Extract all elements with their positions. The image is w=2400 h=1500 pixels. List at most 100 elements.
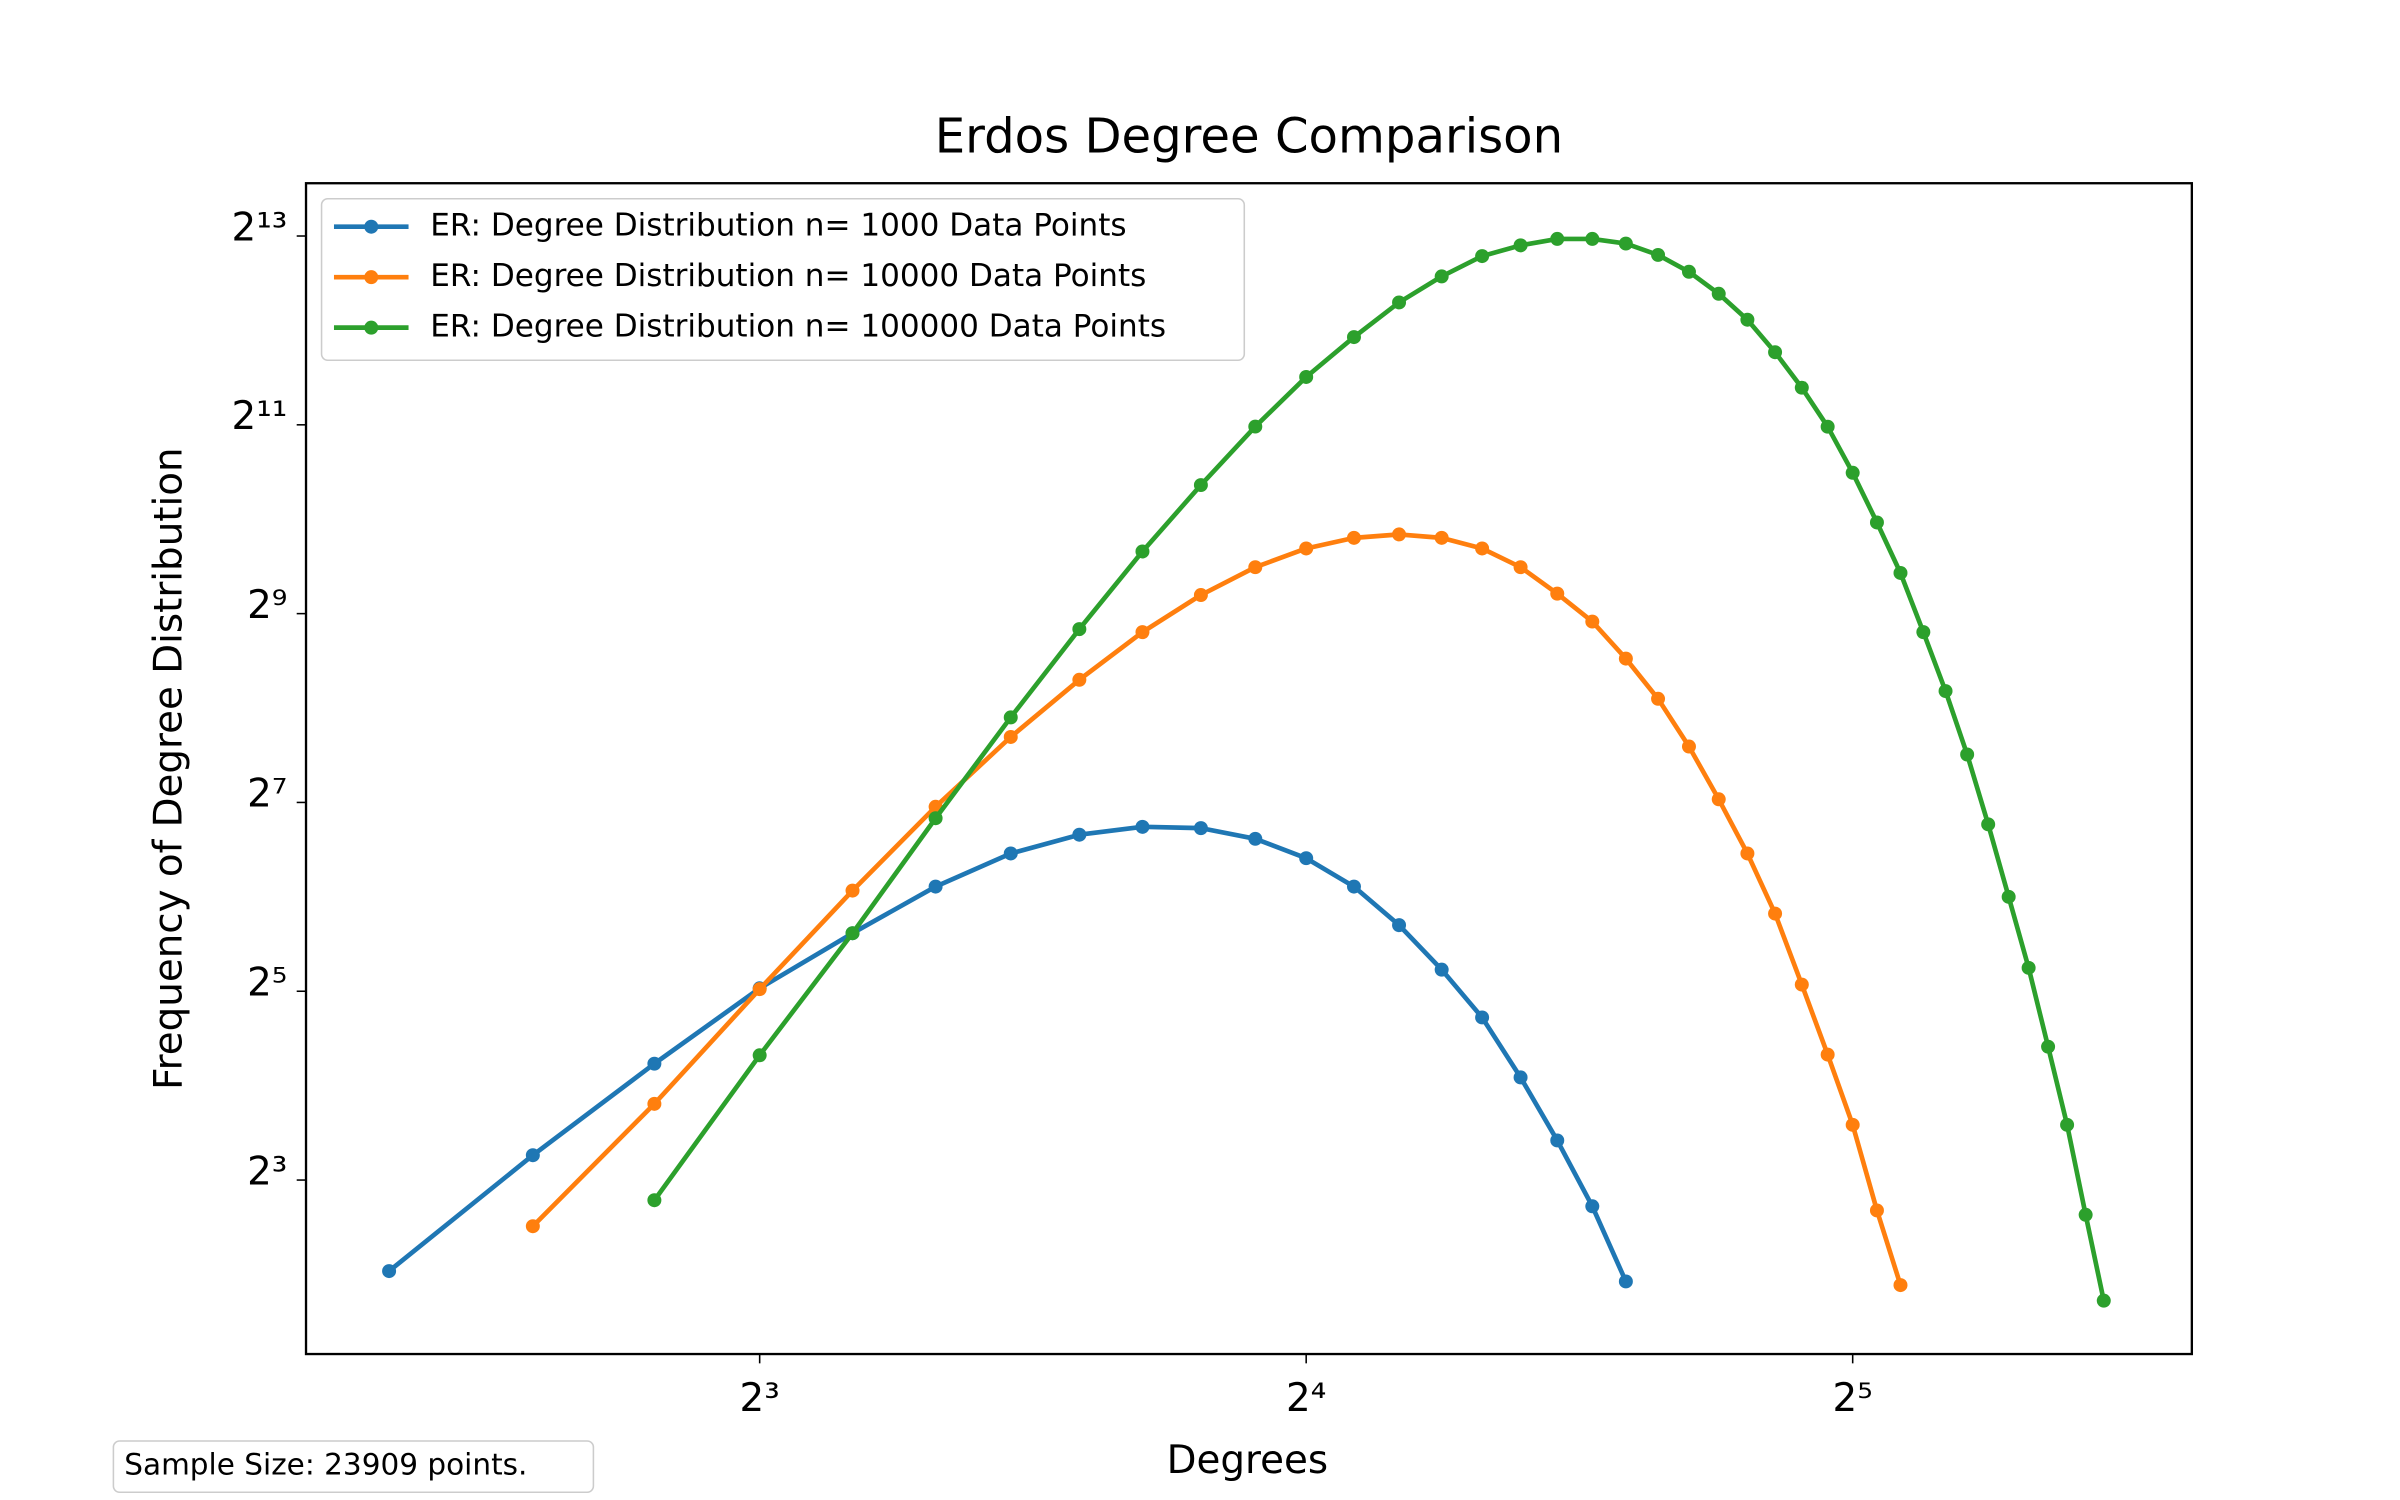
data-point (1193, 821, 1208, 836)
data-point (1618, 651, 1633, 666)
data-point (1475, 541, 1490, 556)
data-point (1513, 238, 1528, 253)
annotation-box (112, 1440, 595, 1494)
data-point (1003, 846, 1018, 861)
data-point (1681, 264, 1696, 279)
data-point (1135, 544, 1150, 559)
data-point (1135, 625, 1150, 640)
data-point (1651, 691, 1666, 706)
data-point (1193, 588, 1208, 603)
y-tick-label: 2¹¹ (232, 394, 288, 439)
data-point (1845, 465, 1860, 480)
data-point (1434, 962, 1449, 977)
y-tick-label: 2⁷ (247, 772, 287, 817)
y-tick-label: 2¹³ (232, 205, 288, 250)
data-point (1135, 819, 1150, 834)
data-point (1618, 1274, 1633, 1289)
y-axis-label: Frequency of Degree Distribution (146, 447, 191, 1090)
data-point (1003, 710, 1018, 725)
data-point (1681, 739, 1696, 754)
data-point (1768, 345, 1783, 360)
legend-label: ER: Degree Distribution n= 100000 Data P… (430, 309, 1166, 345)
data-point (1768, 906, 1783, 921)
y-tick-label: 2³ (247, 1149, 287, 1194)
data-point (1434, 530, 1449, 545)
data-point (647, 1096, 662, 1111)
data-point (1740, 846, 1755, 861)
data-point (1711, 792, 1726, 807)
x-axis-label: Degrees (1167, 1438, 1329, 1483)
series-line (387, 824, 1628, 1283)
data-point (1794, 380, 1809, 395)
legend-marker (364, 320, 379, 335)
data-point (1869, 1203, 1884, 1218)
data-point (1845, 1117, 1860, 1132)
data-point (1585, 614, 1600, 629)
data-point (1475, 249, 1490, 264)
legend-label: ER: Degree Distribution n= 10000 Data Po… (430, 258, 1146, 294)
series-line (531, 532, 1903, 1286)
data-point (1513, 560, 1528, 575)
legend-marker (364, 270, 379, 285)
data-point (1550, 231, 1565, 246)
data-point (1550, 1133, 1565, 1148)
data-point (1072, 672, 1087, 687)
data-point (2041, 1039, 2056, 1054)
data-point (1893, 566, 1908, 580)
x-tick-label: 2⁵ (1833, 1376, 1873, 1421)
data-point (1248, 560, 1263, 575)
data-point (845, 926, 860, 941)
data-point (1392, 918, 1407, 933)
legend-box (320, 197, 1246, 362)
data-point (1248, 831, 1263, 846)
data-point (1938, 684, 1953, 699)
data-point (1072, 622, 1087, 637)
data-point (1248, 419, 1263, 434)
data-point (845, 883, 860, 898)
x-tick-label: 2⁴ (1286, 1376, 1326, 1421)
data-point (1820, 419, 1835, 434)
data-point (1299, 541, 1314, 556)
legend-label: ER: Degree Distribution n= 1000 Data Poi… (430, 208, 1126, 244)
data-point (1981, 817, 1996, 832)
data-point (1960, 747, 1975, 762)
data-point (1434, 269, 1449, 284)
data-point (1475, 1010, 1490, 1025)
data-point (1299, 369, 1314, 384)
data-point (382, 1264, 397, 1279)
data-point (2001, 889, 2016, 904)
data-point (1740, 312, 1755, 327)
data-point (1916, 625, 1931, 640)
legend-marker (364, 219, 379, 234)
data-point (1392, 527, 1407, 542)
data-point (1346, 879, 1361, 894)
data-point (525, 1148, 540, 1163)
data-point (2021, 960, 2036, 975)
data-point (1193, 478, 1208, 493)
data-point (1893, 1278, 1908, 1293)
data-point (1346, 530, 1361, 545)
data-point (1711, 286, 1726, 301)
data-point (647, 1193, 662, 1208)
data-point (928, 879, 943, 894)
data-point (1869, 515, 1884, 530)
data-point (525, 1219, 540, 1234)
data-point (1003, 729, 1018, 744)
data-point (1651, 247, 1666, 262)
y-tick-label: 2⁵ (247, 961, 287, 1006)
x-tick-label: 2³ (740, 1376, 780, 1421)
data-point (1392, 295, 1407, 310)
plot-frame (304, 182, 2194, 1356)
data-point (2078, 1207, 2093, 1222)
data-point (1513, 1070, 1528, 1085)
data-point (1299, 851, 1314, 866)
series-line (652, 236, 2107, 1302)
data-point (1585, 1199, 1600, 1214)
data-point (2096, 1293, 2111, 1308)
data-point (1794, 977, 1809, 992)
data-point (647, 1056, 662, 1071)
data-point (1585, 231, 1600, 246)
data-point (1618, 236, 1633, 251)
data-point (1820, 1047, 1835, 1062)
